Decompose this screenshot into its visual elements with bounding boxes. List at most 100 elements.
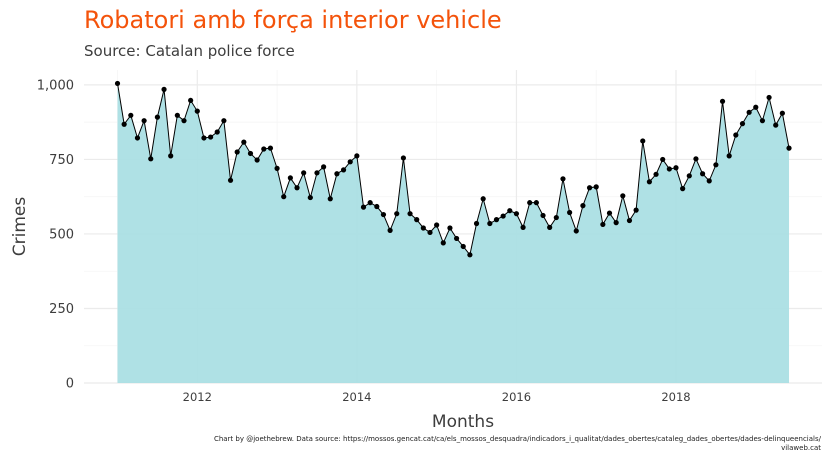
data-point [739, 121, 746, 127]
data-point [321, 164, 327, 170]
data-point [434, 222, 440, 228]
data-point [527, 200, 533, 206]
data-point [653, 171, 659, 177]
data-point [294, 185, 300, 191]
data-point [214, 129, 220, 135]
data-point [254, 157, 260, 163]
data-point [593, 184, 599, 190]
data-point [134, 135, 141, 141]
data-point [287, 175, 293, 181]
data-point [513, 211, 520, 217]
data-point [227, 177, 234, 183]
data-point [493, 217, 500, 223]
data-point [693, 156, 699, 162]
data-point [128, 112, 134, 118]
data-point [181, 118, 187, 124]
data-point [560, 176, 566, 182]
data-point [354, 153, 360, 159]
data-point [274, 165, 280, 171]
data-point [473, 220, 480, 227]
data-point [114, 80, 121, 87]
data-point [533, 200, 539, 206]
data-point [673, 165, 679, 171]
data-point [567, 209, 573, 216]
y-tick-label: 0 [66, 377, 74, 392]
data-point [427, 229, 433, 236]
data-point [360, 204, 367, 210]
caption-line-1: Chart by @joethebrew. Data source: https… [213, 435, 821, 443]
data-point [706, 178, 712, 184]
data-point [680, 186, 686, 192]
data-point [174, 112, 180, 118]
chart-subtitle: Source: Catalan police force [84, 42, 295, 60]
data-point [547, 224, 553, 230]
data-point [773, 122, 779, 128]
data-point [188, 97, 194, 104]
data-point [586, 185, 593, 191]
data-point [407, 211, 413, 217]
data-point [168, 153, 174, 159]
data-point [766, 94, 772, 101]
chart-title: Robatori amb força interior vehicle [84, 6, 502, 34]
series-area [117, 83, 790, 384]
data-point [447, 225, 453, 231]
data-point [553, 214, 559, 221]
data-point [267, 145, 274, 151]
data-point [327, 196, 333, 202]
y-tick-label: 250 [49, 302, 74, 317]
data-point [733, 132, 739, 138]
data-point [746, 109, 752, 115]
data-point [460, 243, 466, 250]
x-tick-label: 2018 [661, 390, 690, 404]
data-point [234, 149, 240, 155]
data-point [281, 194, 287, 200]
caption-line-2: vilaweb.cat [781, 444, 821, 452]
data-point [161, 86, 167, 92]
data-point [613, 220, 619, 226]
data-point [620, 193, 626, 199]
data-point [261, 146, 267, 152]
data-point [387, 227, 393, 233]
x-tick-label: 2016 [502, 390, 531, 404]
data-point [347, 159, 353, 165]
chart-caption: Chart by @joethebrew. Data source: https… [101, 435, 821, 453]
y-tick-label: 750 [49, 153, 74, 168]
data-point [467, 252, 473, 258]
x-tick-label: 2014 [342, 390, 371, 404]
data-point [367, 200, 373, 206]
data-point [440, 240, 446, 246]
data-point [573, 228, 579, 234]
data-point [453, 235, 460, 242]
data-point [414, 217, 420, 223]
data-point [699, 171, 706, 177]
data-point [779, 110, 785, 116]
y-tick-label: 1,000 [37, 78, 74, 93]
data-point [633, 207, 639, 213]
data-point [241, 139, 247, 145]
data-point [247, 150, 254, 157]
data-point [507, 208, 513, 214]
data-point [753, 104, 759, 110]
series-line [117, 83, 790, 256]
data-point [400, 155, 407, 161]
data-point [759, 118, 766, 124]
x-tick-label: 2012 [183, 390, 212, 404]
data-point [307, 194, 313, 201]
data-point [207, 134, 214, 140]
data-point [141, 118, 147, 124]
data-point [600, 221, 606, 228]
data-point [713, 162, 719, 168]
data-point [540, 212, 546, 219]
data-point [340, 167, 347, 173]
data-point [686, 173, 692, 179]
data-point [374, 203, 380, 210]
data-point [394, 211, 400, 217]
data-point [487, 220, 493, 227]
data-point [420, 225, 426, 231]
data-point [121, 121, 127, 127]
data-point [201, 135, 207, 141]
y-tick-label: 500 [49, 227, 74, 242]
data-point [148, 156, 154, 162]
data-point [334, 171, 340, 177]
